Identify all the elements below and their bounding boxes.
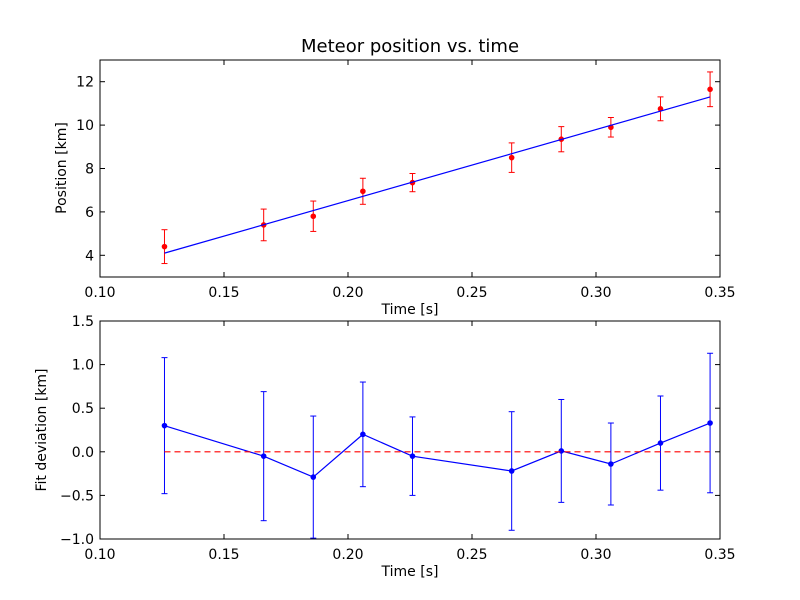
data-point [707,86,713,93]
x-axis-ticks: 0.10 0.15 0.20 0.25 0.30 0.35 [84,60,736,301]
x-tick-label: 0.15 [208,285,239,301]
y-axis-ticks: 4 6 8 10 12 [76,75,720,264]
y-tick-label: 6 [85,205,94,221]
x-tick-label: 0.30 [580,285,611,301]
position-plot-area [161,71,714,265]
y-tick-label: 0.0 [72,445,94,461]
y-tick-label: 4 [85,248,94,264]
x-axis-ticks: 0.10 0.15 0.20 0.25 0.30 0.35 [84,321,736,563]
data-point [161,243,168,250]
y-axis-label: Fit deviation [km] [34,368,50,491]
data-point [360,188,366,195]
data-point [310,213,317,220]
x-axis-label: Time [s] [381,564,439,580]
data-point [508,468,515,474]
data-point [558,448,565,454]
data-point [608,461,614,467]
y-axis-label: Position [km] [54,122,70,214]
y-tick-label: 1.5 [72,314,94,330]
data-point [161,422,168,429]
deviation-plot-area [161,352,714,539]
deviation-chart: 0.10 0.15 0.20 0.25 0.30 0.35 −1.0 −0.5 0.0 0.5 1… [34,314,736,580]
data-point [657,440,664,446]
data-point [260,453,267,459]
data-point [310,474,317,480]
x-tick-label: 0.10 [84,547,115,563]
position-chart: Meteor position vs. time 0.10 0.15 0.20 0.2… [54,36,736,318]
x-tick-label: 0.20 [332,547,363,563]
x-tick-label: 0.30 [580,547,611,563]
x-tick-label: 0.35 [704,547,735,563]
x-tick-label: 0.15 [208,547,239,563]
chart-title: Meteor position vs. time [301,36,519,57]
y-tick-label: −1.0 [60,532,94,548]
y-tick-label: −0.5 [60,488,94,504]
deviation-series-line [164,422,711,478]
y-tick-label: 8 [85,162,94,178]
y-tick-label: 12 [76,75,94,91]
data-point [360,431,366,438]
x-tick-label: 0.35 [704,285,735,301]
y-axis-ticks: −1.0 −0.5 0.0 0.5 1.0 1.5 [60,314,720,548]
y-tick-label: 1.0 [72,358,94,374]
linear-fit-line [164,96,711,254]
data-point [707,420,713,426]
data-point [409,453,416,459]
y-tick-label: 10 [76,118,94,134]
plot-frame [99,320,721,540]
x-axis-label: Time [s] [381,302,439,318]
x-tick-label: 0.25 [456,547,487,563]
data-point [508,154,515,161]
y-tick-label: 0.5 [72,401,94,417]
x-tick-label: 0.10 [84,285,115,301]
x-tick-label: 0.20 [332,285,363,301]
x-tick-label: 0.25 [456,285,487,301]
